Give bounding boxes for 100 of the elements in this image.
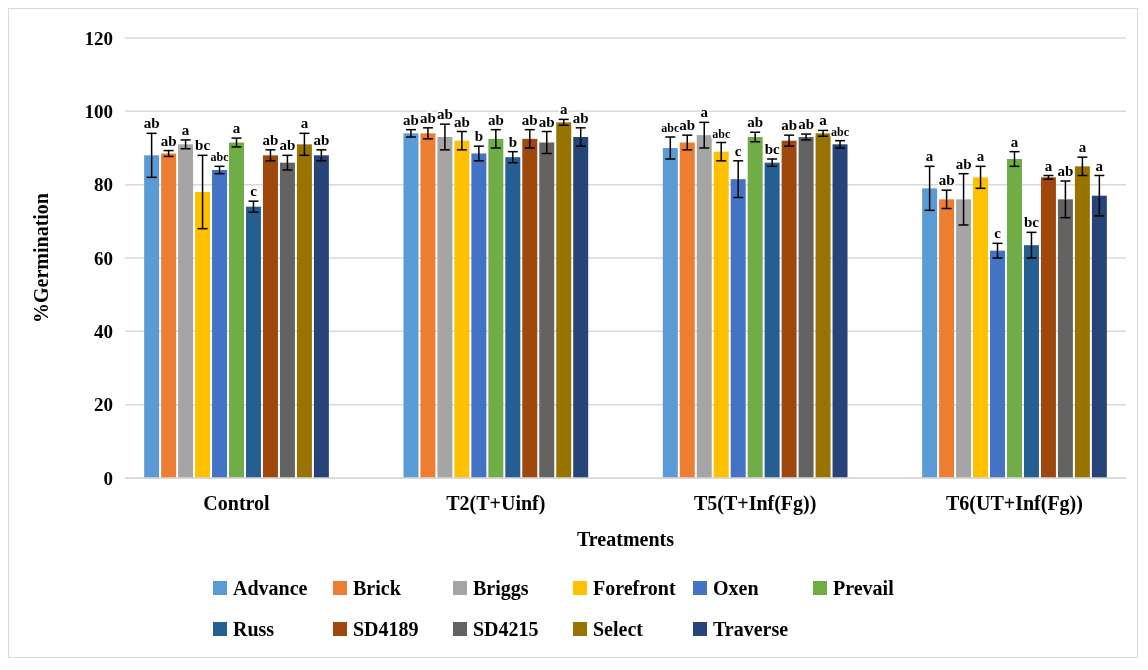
data-label: ab bbox=[679, 117, 696, 134]
bar bbox=[522, 138, 538, 478]
bar bbox=[454, 140, 470, 478]
bar bbox=[990, 250, 1005, 478]
data-label: abc bbox=[661, 121, 680, 135]
bar bbox=[713, 151, 729, 478]
data-label: a bbox=[1078, 139, 1087, 156]
bar bbox=[973, 177, 989, 478]
bar bbox=[178, 144, 194, 478]
legend-label: Traverse bbox=[713, 618, 789, 640]
bar bbox=[922, 188, 938, 478]
data-label: ab bbox=[436, 106, 453, 123]
data-label: b bbox=[474, 128, 484, 145]
data-label: ab bbox=[487, 111, 504, 128]
bar bbox=[279, 162, 295, 478]
bar bbox=[730, 179, 746, 478]
data-label: bc bbox=[1023, 214, 1040, 231]
bar bbox=[956, 199, 972, 478]
data-label: a bbox=[181, 121, 190, 138]
y-tick-label: 60 bbox=[94, 247, 113, 269]
data-label: a bbox=[1044, 157, 1053, 174]
y-axis-title: %Germination bbox=[30, 193, 52, 323]
bar bbox=[1091, 195, 1107, 478]
data-label: a bbox=[232, 120, 241, 137]
data-label: a bbox=[1095, 157, 1104, 174]
bar bbox=[764, 162, 780, 478]
legend-label: SD4215 bbox=[473, 618, 539, 640]
data-label: ab bbox=[798, 116, 815, 133]
bar bbox=[403, 133, 419, 478]
bar bbox=[1040, 177, 1056, 478]
y-tick-label: 0 bbox=[103, 467, 113, 489]
data-label: ab bbox=[403, 111, 419, 128]
bar bbox=[1057, 199, 1073, 478]
bar bbox=[471, 153, 487, 478]
legend-label: Select bbox=[593, 618, 644, 640]
bar bbox=[662, 148, 678, 478]
data-label: a bbox=[700, 104, 709, 121]
data-label: ab bbox=[572, 109, 589, 126]
data-label: bc bbox=[764, 141, 780, 157]
data-label: a bbox=[1010, 133, 1019, 150]
data-label: ab bbox=[747, 114, 764, 131]
data-label: a bbox=[300, 115, 309, 132]
bar bbox=[246, 206, 261, 478]
y-tick-label: 40 bbox=[94, 320, 113, 342]
legend-label: Russ bbox=[233, 618, 275, 640]
bar bbox=[832, 144, 848, 478]
bar bbox=[505, 157, 521, 478]
data-label: abc bbox=[210, 150, 230, 165]
bar bbox=[229, 142, 244, 478]
data-label: ab bbox=[1057, 163, 1074, 179]
legend-label: SD4189 bbox=[353, 618, 419, 640]
bar bbox=[296, 144, 312, 478]
data-label: b bbox=[508, 133, 517, 150]
data-label: ab bbox=[160, 132, 177, 149]
x-tick-label: T6(UT+Inf(Fg)) bbox=[946, 492, 1083, 515]
y-tick-label: 80 bbox=[94, 174, 113, 196]
bar bbox=[815, 133, 831, 478]
bar bbox=[437, 137, 453, 478]
data-label: abc bbox=[831, 124, 850, 139]
data-label: a bbox=[819, 112, 828, 129]
data-label: c bbox=[994, 225, 1002, 242]
data-label: ab bbox=[521, 111, 538, 128]
legend-label: Brick bbox=[353, 577, 402, 599]
data-label: ab bbox=[453, 113, 470, 130]
data-label: ab bbox=[279, 137, 296, 154]
legend-label: Briggs bbox=[473, 577, 529, 600]
data-label: c bbox=[250, 183, 258, 200]
data-label: a bbox=[976, 148, 985, 165]
bar bbox=[696, 135, 712, 478]
y-tick-label: 120 bbox=[84, 27, 113, 49]
bar bbox=[1007, 159, 1022, 478]
legend-label: Forefront bbox=[593, 577, 676, 599]
x-axis-title: Treatments bbox=[576, 528, 675, 550]
bar bbox=[1074, 166, 1090, 478]
bar bbox=[161, 153, 177, 478]
data-label: abc bbox=[712, 126, 731, 141]
data-label: bc bbox=[195, 137, 211, 154]
data-label: ab bbox=[143, 115, 160, 132]
y-tick-label: 100 bbox=[84, 100, 113, 122]
bar bbox=[195, 192, 211, 478]
bar bbox=[747, 137, 763, 478]
bar bbox=[573, 137, 589, 478]
y-tick-label: 20 bbox=[94, 394, 113, 416]
bar bbox=[939, 199, 955, 478]
x-tick-label: T2(T+Uinf) bbox=[446, 492, 546, 515]
data-label: c bbox=[734, 142, 742, 159]
bar bbox=[781, 140, 797, 478]
bar bbox=[313, 155, 329, 478]
bar bbox=[488, 138, 504, 478]
bar bbox=[798, 137, 814, 478]
data-label: ab bbox=[955, 155, 972, 172]
data-label: ab bbox=[938, 172, 955, 189]
data-label: ab bbox=[781, 117, 798, 134]
bar bbox=[212, 170, 228, 478]
data-label: ab bbox=[262, 131, 279, 148]
bar bbox=[420, 133, 436, 478]
data-label: ab bbox=[313, 131, 330, 148]
bar bbox=[144, 155, 160, 478]
legend-label: Prevail bbox=[833, 577, 895, 599]
x-tick-label: Control bbox=[203, 492, 271, 514]
